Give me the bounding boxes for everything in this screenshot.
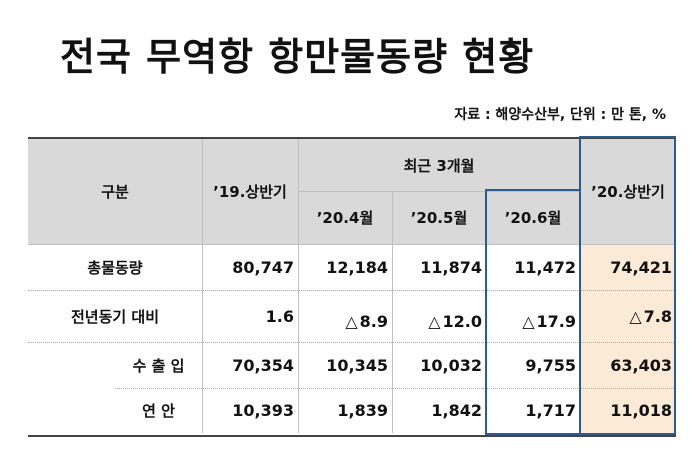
cell-coastal-jun: 1,717 <box>525 401 576 420</box>
grid-line <box>392 191 393 433</box>
grid-line <box>115 388 676 389</box>
cell-coastal-apr: 1,839 <box>337 401 388 420</box>
row-label-yoy: 전년동기 대비 <box>70 307 160 326</box>
grid-line <box>486 191 487 433</box>
cell-ie-may: 10,032 <box>420 355 482 375</box>
cell-coastal-2020: 11,018 <box>580 388 676 433</box>
header-recent-3-months: 최근 3개월 <box>298 139 580 191</box>
header-jun: ’20.6월 <box>486 191 580 244</box>
cell-ie-2019: 70,354 <box>232 355 294 375</box>
decrease-marker-icon: △ <box>629 306 642 326</box>
cell-ie-jun: 9,755 <box>525 355 576 375</box>
source-note: 자료 : 해양수산부, 단위 : 만 톤, % <box>454 107 666 123</box>
cell-total-apr: 12,184 <box>326 257 388 277</box>
cell-yoy-jun: △ 17.9 <box>522 311 576 331</box>
cell-total-2020: 74,421 <box>580 244 676 290</box>
cell-total-jun: 11,472 <box>514 257 576 277</box>
cell-total-may: 11,874 <box>420 257 482 277</box>
cell-yoy-2019: 1.6 <box>265 306 294 326</box>
decrease-marker-icon: △ <box>345 311 358 331</box>
grid-line <box>28 342 676 343</box>
grid-line <box>202 139 203 433</box>
cell-ie-2020: 63,403 <box>580 342 676 388</box>
row-label-coastal: 연 안 <box>142 402 175 420</box>
cell-coastal-2019: 10,393 <box>232 401 294 420</box>
cell-total-2019: 80,747 <box>232 257 294 277</box>
grid-line <box>28 290 676 291</box>
cell-coastal-may: 1,842 <box>431 401 482 420</box>
grid-line <box>28 244 676 245</box>
decrease-marker-icon: △ <box>428 311 441 331</box>
header-apr: ’20.4월 <box>298 191 392 244</box>
cell-ie-apr: 10,345 <box>326 355 388 375</box>
decrease-marker-icon: △ <box>522 311 535 331</box>
page-title: 전국 무역항 항만물동량 현황 <box>60 35 535 79</box>
cell-yoy-may: △ 12.0 <box>428 311 482 331</box>
cell-yoy-2020: △ 7.8 <box>580 290 676 342</box>
header-category: 구분 <box>28 139 202 244</box>
header-2020-h1: ’20.상반기 <box>580 139 676 244</box>
cell-yoy-apr: △ 8.9 <box>345 311 388 331</box>
row-label-import-export: 수 출 입 <box>132 356 185 375</box>
cargo-volume-table: 구분 ’19.상반기 최근 3개월 ’20.4월 ’20.5월 ’20.6월 ’… <box>28 136 676 437</box>
row-label-total: 총물동량 <box>87 258 143 277</box>
grid-line <box>298 139 299 433</box>
grid-line <box>298 191 580 192</box>
header-2019-h1: ’19.상반기 <box>202 139 298 244</box>
header-may: ’20.5월 <box>392 191 486 244</box>
